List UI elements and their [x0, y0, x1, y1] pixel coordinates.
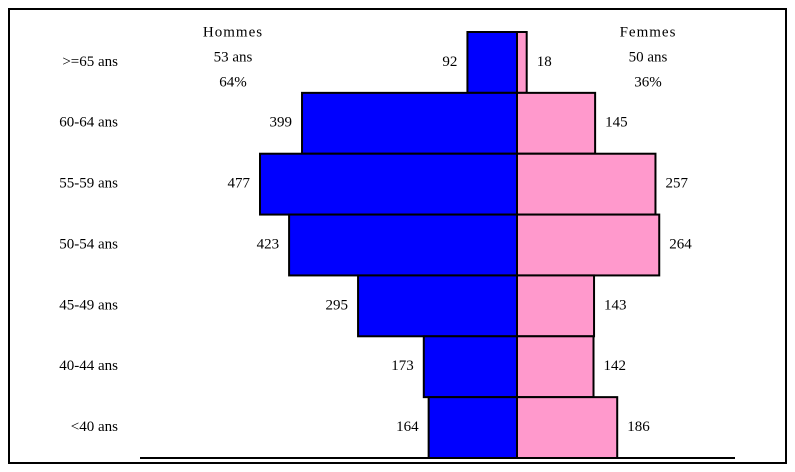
legend-note: 53 ans — [214, 49, 253, 65]
category-label: 45-49 ans — [59, 297, 118, 313]
value-label: 92 — [442, 54, 457, 70]
value-label: 18 — [537, 54, 552, 70]
legend-note: 64% — [219, 74, 247, 90]
category-label: 40-44 ans — [59, 358, 118, 374]
bar — [516, 91, 597, 155]
legend-label: Femmes — [620, 24, 677, 40]
category-label: 50-54 ans — [59, 236, 118, 252]
bar — [301, 91, 518, 155]
bar — [259, 152, 518, 216]
legend-label: Hommes — [203, 24, 263, 40]
bar — [516, 335, 595, 399]
value-label: 143 — [604, 297, 627, 313]
category-label: <40 ans — [71, 419, 118, 435]
value-label: 423 — [257, 236, 280, 252]
bar — [422, 335, 518, 399]
value-label: 295 — [326, 297, 349, 313]
category-label: >=65 ans — [62, 54, 118, 70]
value-label: 264 — [669, 236, 692, 252]
bar — [357, 274, 518, 338]
value-label: 173 — [391, 358, 414, 374]
bar — [516, 152, 657, 216]
bar — [288, 213, 518, 277]
legend-note: 36% — [634, 74, 662, 90]
category-label: 55-59 ans — [59, 176, 118, 192]
legend-note: 50 ans — [629, 49, 668, 65]
bar — [427, 396, 518, 459]
value-label: 142 — [604, 358, 627, 374]
bar — [516, 213, 661, 277]
category-label: 60-64 ans — [59, 115, 118, 131]
value-label: 164 — [396, 419, 419, 435]
value-label: 186 — [627, 419, 650, 435]
bar — [516, 31, 528, 94]
value-label: 399 — [270, 115, 293, 131]
value-label: 257 — [665, 176, 688, 192]
value-label: 145 — [605, 115, 628, 131]
bar — [466, 31, 518, 94]
bar — [516, 396, 619, 459]
bar — [516, 274, 596, 338]
value-label: 477 — [228, 176, 251, 192]
